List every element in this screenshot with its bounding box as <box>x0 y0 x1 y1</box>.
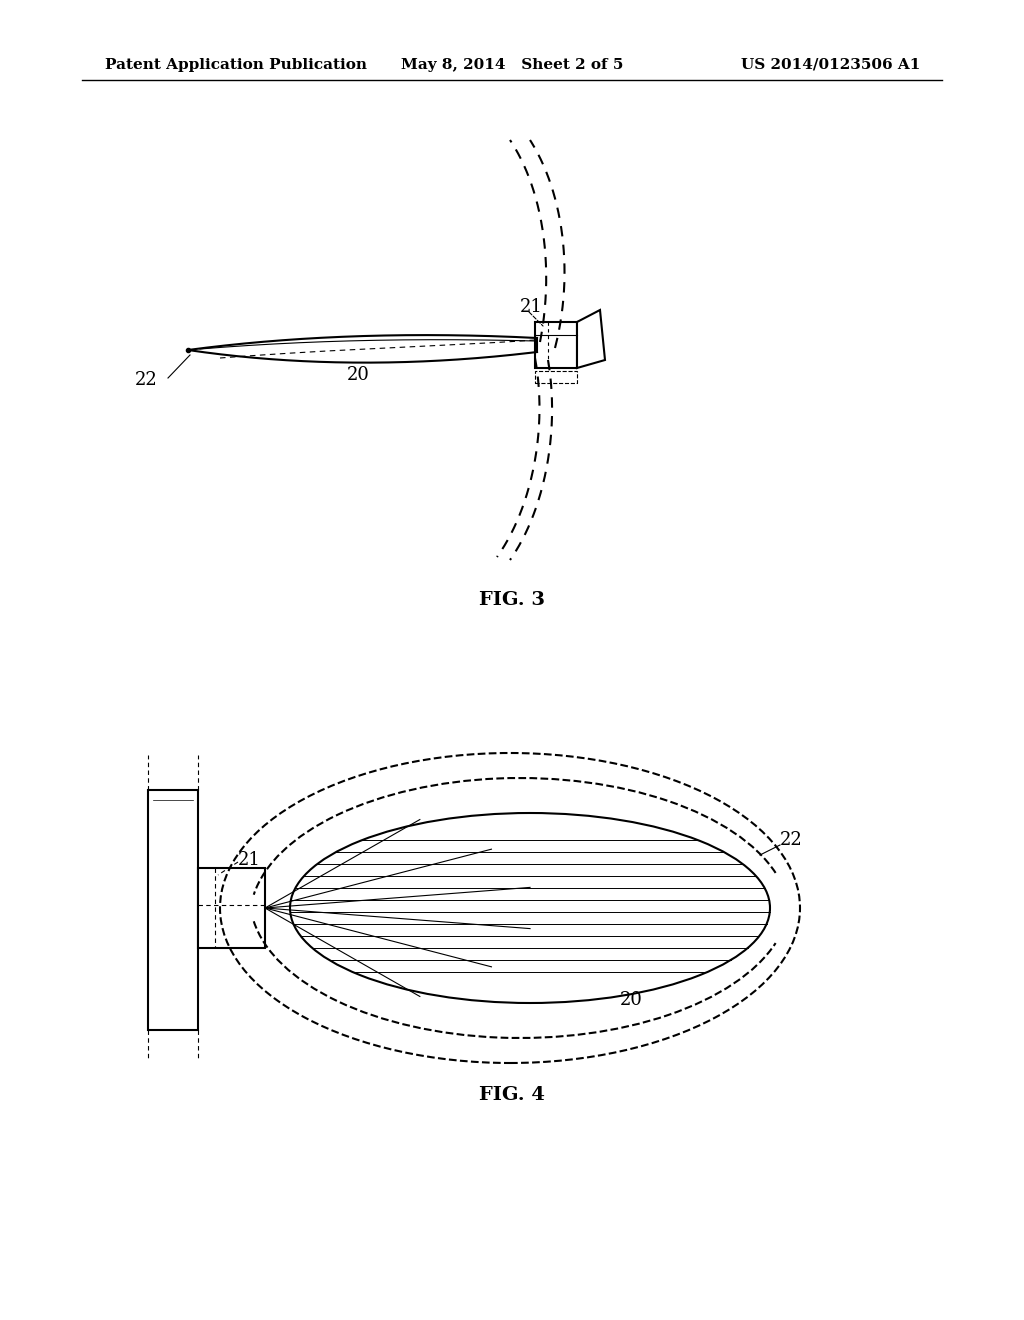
Bar <box>535 322 577 368</box>
Bar <box>535 371 577 383</box>
Text: 20: 20 <box>620 991 643 1008</box>
Text: 22: 22 <box>135 371 158 389</box>
Text: 21: 21 <box>520 298 543 315</box>
Text: 21: 21 <box>238 851 261 869</box>
Text: US 2014/0123506 A1: US 2014/0123506 A1 <box>740 58 920 73</box>
Text: FIG. 3: FIG. 3 <box>479 591 545 609</box>
Bar <box>198 869 265 948</box>
Text: May 8, 2014   Sheet 2 of 5: May 8, 2014 Sheet 2 of 5 <box>400 58 624 73</box>
Text: FIG. 4: FIG. 4 <box>479 1086 545 1104</box>
Text: Patent Application Publication: Patent Application Publication <box>105 58 367 73</box>
Bar <box>148 789 198 1030</box>
Text: 20: 20 <box>346 366 370 384</box>
Polygon shape <box>577 310 605 368</box>
Ellipse shape <box>290 813 770 1003</box>
Text: 22: 22 <box>780 832 803 849</box>
